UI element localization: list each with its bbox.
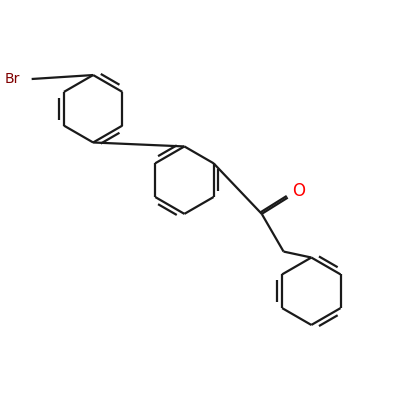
Text: O: O xyxy=(292,182,305,200)
Text: Br: Br xyxy=(4,72,20,86)
